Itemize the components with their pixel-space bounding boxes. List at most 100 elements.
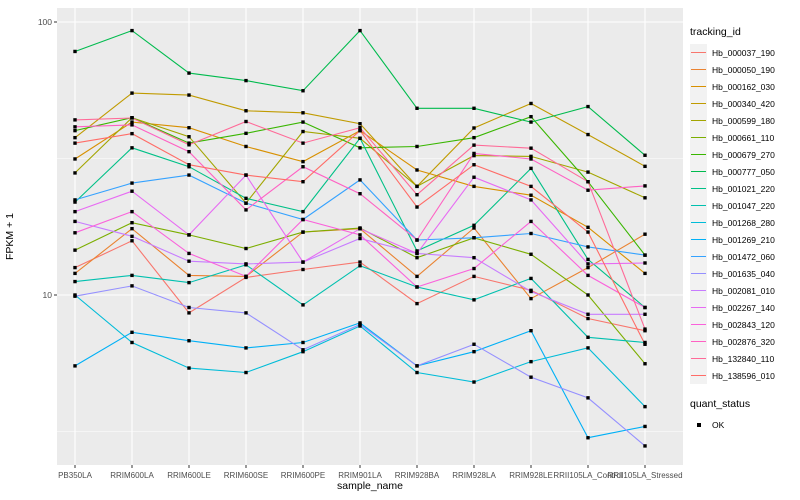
data-point[interactable] xyxy=(244,109,248,113)
data-point[interactable] xyxy=(586,180,590,184)
data-point[interactable] xyxy=(586,257,590,262)
data-point[interactable] xyxy=(472,143,476,147)
data-point[interactable] xyxy=(643,232,647,236)
data-point[interactable] xyxy=(301,159,305,164)
data-point[interactable] xyxy=(187,163,191,167)
data-point[interactable] xyxy=(472,274,476,279)
data-point[interactable] xyxy=(73,198,77,202)
data-point[interactable] xyxy=(529,198,533,202)
data-point[interactable] xyxy=(586,312,590,316)
data-point[interactable] xyxy=(301,260,305,264)
data-point[interactable] xyxy=(472,175,476,179)
data-point[interactable] xyxy=(130,234,134,239)
data-point[interactable] xyxy=(643,271,647,276)
data-point[interactable] xyxy=(643,153,647,157)
data-point[interactable] xyxy=(187,143,191,147)
data-point[interactable] xyxy=(73,157,77,161)
data-point[interactable] xyxy=(130,131,134,136)
data-point[interactable] xyxy=(643,444,647,448)
data-point[interactable] xyxy=(529,166,533,171)
data-point[interactable] xyxy=(586,293,590,297)
data-point[interactable] xyxy=(586,245,590,249)
data-point[interactable] xyxy=(187,311,191,315)
data-point[interactable] xyxy=(472,255,476,260)
data-point[interactable] xyxy=(244,346,248,350)
data-point[interactable] xyxy=(586,265,590,270)
data-point[interactable] xyxy=(244,144,248,149)
data-point[interactable] xyxy=(472,342,476,346)
data-point[interactable] xyxy=(187,93,191,97)
data-point[interactable] xyxy=(643,253,647,257)
data-point[interactable] xyxy=(643,340,647,345)
data-point[interactable] xyxy=(415,285,419,289)
data-point[interactable] xyxy=(586,188,590,192)
data-point[interactable] xyxy=(301,111,305,115)
data-point[interactable] xyxy=(472,106,476,110)
data-point[interactable] xyxy=(643,261,647,265)
data-point[interactable] xyxy=(130,330,134,335)
data-point[interactable] xyxy=(301,230,305,234)
data-point[interactable] xyxy=(130,146,134,150)
data-point[interactable] xyxy=(529,252,533,256)
data-point[interactable] xyxy=(472,151,476,156)
data-point[interactable] xyxy=(244,208,248,212)
data-point[interactable] xyxy=(529,219,533,224)
data-point[interactable] xyxy=(415,301,419,306)
data-point[interactable] xyxy=(301,141,305,145)
data-point[interactable] xyxy=(472,226,476,230)
data-point[interactable] xyxy=(244,370,248,375)
data-point[interactable] xyxy=(301,267,305,272)
data-point[interactable] xyxy=(244,119,248,124)
data-point[interactable] xyxy=(529,146,533,150)
data-point[interactable] xyxy=(472,223,476,228)
data-point[interactable] xyxy=(301,89,305,93)
data-point[interactable] xyxy=(244,311,248,315)
data-point[interactable] xyxy=(415,205,419,209)
data-point[interactable] xyxy=(415,249,419,253)
data-point[interactable] xyxy=(301,120,305,124)
data-point[interactable] xyxy=(358,136,362,140)
data-point[interactable] xyxy=(130,221,134,225)
data-point[interactable] xyxy=(586,230,590,234)
data-point[interactable] xyxy=(73,141,77,145)
data-point[interactable] xyxy=(415,144,419,149)
data-point[interactable] xyxy=(130,226,134,231)
data-point[interactable] xyxy=(73,171,77,175)
data-point[interactable] xyxy=(358,191,362,196)
data-point[interactable] xyxy=(301,217,305,222)
data-point[interactable] xyxy=(73,118,77,122)
data-point[interactable] xyxy=(643,327,647,331)
data-point[interactable] xyxy=(301,180,305,184)
data-point[interactable] xyxy=(529,193,533,197)
data-point[interactable] xyxy=(586,170,590,174)
data-point[interactable] xyxy=(358,226,362,231)
data-point[interactable] xyxy=(415,238,419,242)
data-point[interactable] xyxy=(472,163,476,167)
data-point[interactable] xyxy=(415,255,419,260)
data-point[interactable] xyxy=(244,131,248,136)
data-point[interactable] xyxy=(586,273,590,278)
data-point[interactable] xyxy=(358,233,362,237)
data-point[interactable] xyxy=(358,236,362,241)
data-point[interactable] xyxy=(415,274,419,279)
data-point[interactable] xyxy=(187,135,191,139)
data-point[interactable] xyxy=(472,236,476,240)
data-point[interactable] xyxy=(187,71,191,75)
data-point[interactable] xyxy=(358,128,362,133)
data-point[interactable] xyxy=(586,262,590,266)
data-point[interactable] xyxy=(301,209,305,214)
data-point[interactable] xyxy=(244,201,248,205)
data-point[interactable] xyxy=(187,233,191,237)
data-point[interactable] xyxy=(358,260,362,264)
data-point[interactable] xyxy=(187,126,191,130)
data-point[interactable] xyxy=(244,196,248,201)
data-point[interactable] xyxy=(415,106,419,110)
data-point[interactable] xyxy=(586,346,590,350)
data-point[interactable] xyxy=(73,231,77,235)
data-point[interactable] xyxy=(586,396,590,400)
data-point[interactable] xyxy=(529,154,533,159)
data-point[interactable] xyxy=(73,271,77,276)
data-point[interactable] xyxy=(130,340,134,345)
data-point[interactable] xyxy=(358,122,362,126)
data-point[interactable] xyxy=(187,339,191,343)
